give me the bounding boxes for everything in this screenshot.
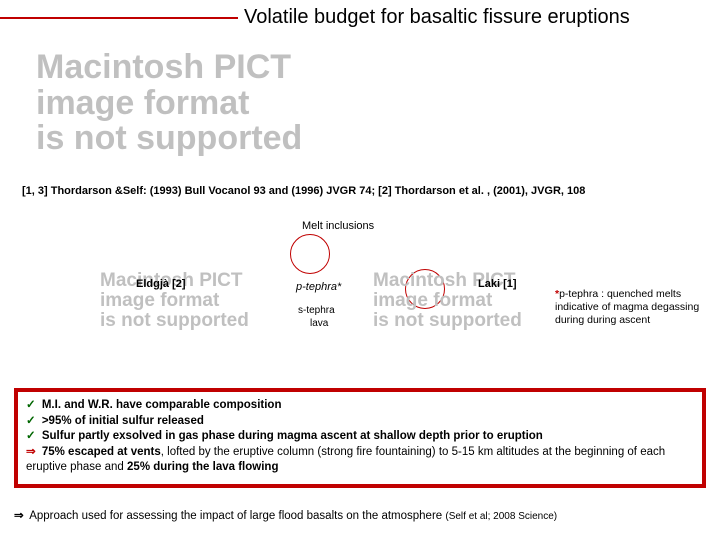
- melt-inclusions-label: Melt inclusions: [302, 220, 374, 232]
- p-tephra-label: p-tephra*: [296, 281, 341, 293]
- approach-line: ⇒ Approach used for assessing the impact…: [14, 508, 706, 522]
- title-bar: Volatile budget for basaltic fissure eru…: [0, 6, 720, 29]
- citation-text: [1, 3] Thordarson &Self: (1993) Bull Voc…: [22, 185, 585, 197]
- summary-line-4-b2: 25% during the lava flowing: [127, 461, 278, 473]
- footnote: *p-tephra : quenched melts indicative of…: [555, 288, 715, 327]
- eldgja-label: Eldgjà [2]: [136, 278, 186, 290]
- summary-line-2-text: >95% of initial sulfur released: [42, 415, 204, 427]
- laki-label: Laki [1]: [478, 278, 517, 290]
- summary-box: ✓ M.I. and W.R. have comparable composit…: [14, 388, 706, 488]
- page-title: Volatile budget for basaltic fissure eru…: [244, 6, 630, 29]
- summary-line-4: ⇒ 75% escaped at vents, lofted by the er…: [26, 445, 694, 476]
- arrow-icon: ⇒: [14, 510, 24, 522]
- approach-cite: (Self et al; 2008 Science): [445, 511, 557, 522]
- footnote-text: p-tephra : quenched melts indicative of …: [555, 288, 699, 326]
- pict-placeholder-large: Macintosh PICT image format is not suppo…: [36, 50, 302, 157]
- summary-line-1: ✓ M.I. and W.R. have comparable composit…: [26, 398, 694, 414]
- summary-line-4-b1: 75% escaped at vents: [42, 446, 161, 458]
- approach-text: Approach used for assessing the impact o…: [27, 510, 446, 522]
- summary-line-2: ✓ >95% of initial sulfur released: [26, 414, 694, 430]
- check-icon: ✓: [26, 399, 36, 411]
- s-tephra-label: s-tephra: [298, 305, 335, 316]
- summary-line-3: ✓ Sulfur partly exsolved in gas phase du…: [26, 429, 694, 445]
- summary-line-3-text: Sulfur partly exsolved in gas phase duri…: [42, 430, 543, 442]
- lava-label: lava: [310, 318, 328, 329]
- slide: Volatile budget for basaltic fissure eru…: [0, 6, 720, 546]
- check-icon: ✓: [26, 430, 36, 442]
- summary-line-1-text: M.I. and W.R. have comparable compositio…: [42, 399, 282, 411]
- highlight-circle-1: [290, 234, 330, 274]
- title-rule: [0, 17, 238, 19]
- check-icon: ✓: [26, 415, 36, 427]
- arrow-icon: ⇒: [26, 446, 36, 458]
